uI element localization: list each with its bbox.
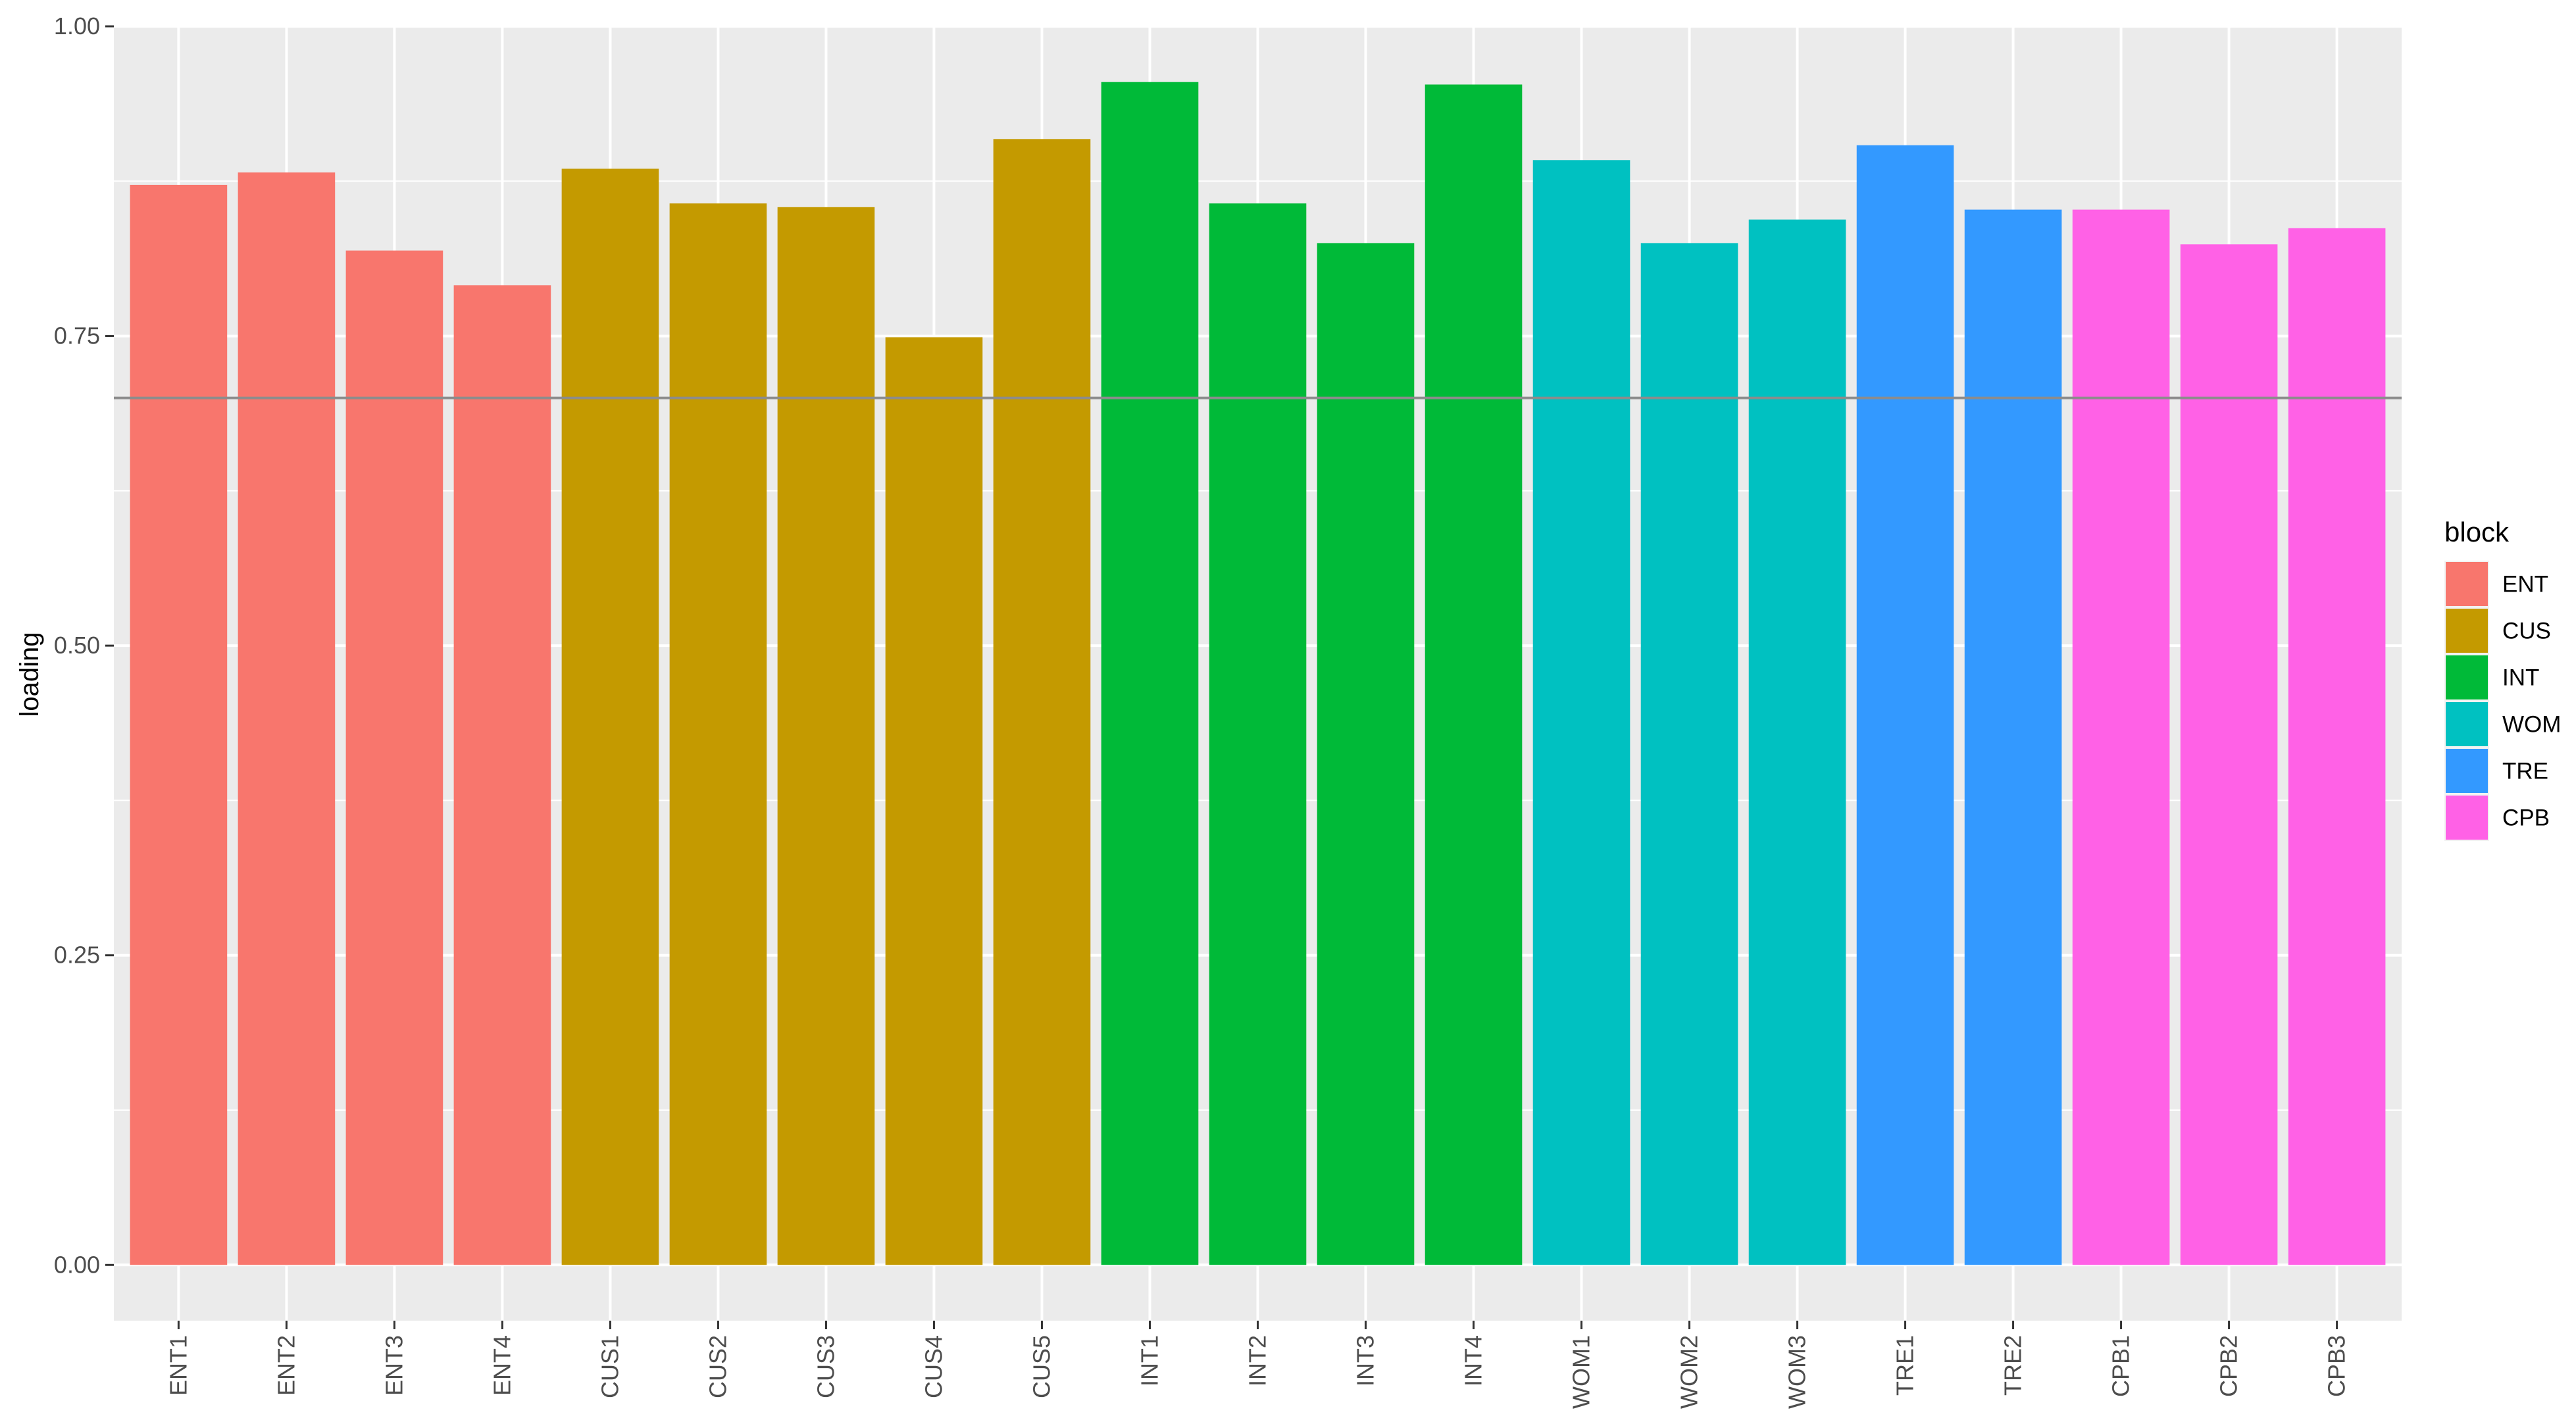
x-tick-label: CPB3 — [2323, 1335, 2350, 1397]
x-tick-label: ENT3 — [380, 1335, 407, 1396]
x-tick-label: CPB2 — [2215, 1335, 2242, 1397]
y-axis-title: loading — [15, 632, 44, 717]
bar-ent1 — [130, 184, 228, 1265]
x-tick-label: TRE2 — [2000, 1335, 2027, 1396]
bar-cpb1 — [2072, 209, 2170, 1265]
bar-int4 — [1425, 84, 1523, 1265]
legend-label-ent: ENT — [2502, 572, 2548, 597]
x-tick-label: CPB1 — [2108, 1335, 2134, 1397]
bar-ent2 — [238, 172, 336, 1265]
bar-cpb2 — [2180, 244, 2278, 1265]
legend-title: block — [2444, 517, 2510, 547]
bar-cus3 — [777, 207, 875, 1265]
bar-cus5 — [993, 139, 1091, 1265]
legend-swatch-ent — [2446, 562, 2488, 606]
y-tick-label: 0.75 — [54, 322, 100, 349]
x-tick-label: ENT2 — [272, 1335, 299, 1396]
legend-swatch-cpb — [2446, 796, 2488, 840]
y-tick-label: 0.50 — [54, 632, 100, 659]
bar-ent4 — [453, 285, 551, 1265]
legend-swatch-cus — [2446, 609, 2488, 653]
bar-cus4 — [885, 337, 983, 1265]
bar-cus2 — [669, 203, 767, 1265]
y-axis: 0.00 0.25 0.50 0.75 1.00 — [54, 13, 114, 1278]
bar-tre1 — [1856, 145, 1954, 1265]
bars — [130, 82, 2386, 1265]
bar-int3 — [1317, 243, 1415, 1265]
x-tick-label: INT4 — [1460, 1335, 1487, 1386]
bar-int2 — [1209, 203, 1307, 1265]
legend-label-wom: WOM — [2502, 712, 2561, 738]
y-tick-label: 1.00 — [54, 13, 100, 39]
bar-int1 — [1101, 82, 1199, 1265]
bar-ent3 — [345, 250, 443, 1265]
bar-cpb3 — [2288, 228, 2386, 1265]
legend-swatch-wom — [2446, 702, 2488, 746]
x-tick-label: WOM3 — [1784, 1335, 1811, 1409]
x-tick-label: CUS3 — [812, 1335, 839, 1398]
x-tick-label: INT2 — [1244, 1335, 1271, 1386]
bar-wom3 — [1748, 219, 1846, 1265]
x-tick-label: CUS4 — [920, 1335, 947, 1398]
bar-wom1 — [1532, 160, 1630, 1265]
legend-label-cpb: CPB — [2502, 805, 2550, 831]
x-tick-label: CUS1 — [596, 1335, 623, 1398]
x-tick-label: TRE1 — [1892, 1335, 1919, 1396]
x-tick-label: ENT4 — [488, 1335, 515, 1396]
x-tick-label: WOM2 — [1676, 1335, 1703, 1409]
x-tick-label: INT3 — [1352, 1335, 1379, 1386]
legend-swatch-int — [2446, 655, 2488, 699]
y-tick-label: 0.25 — [54, 942, 100, 969]
legend-swatch-tre — [2446, 749, 2488, 793]
x-axis: ENT1 ENT2 ENT3 ENT4 CUS1 CUS2 CUS3 CUS4 CUS5 INT1… — [164, 1321, 2350, 1409]
x-tick-label: CUS5 — [1028, 1335, 1055, 1398]
x-tick-label: INT1 — [1136, 1335, 1163, 1386]
bar-wom2 — [1640, 243, 1738, 1265]
y-tick-label: 0.00 — [54, 1251, 100, 1278]
x-tick-label: ENT1 — [164, 1335, 191, 1396]
bar-tre2 — [1964, 209, 2062, 1265]
legend: block ENT CUS INT WOM TRE CPB — [2444, 517, 2561, 841]
x-tick-label: WOM1 — [1568, 1335, 1595, 1409]
x-tick-label: CUS2 — [704, 1335, 731, 1398]
legend-label-int: INT — [2502, 665, 2539, 691]
bar-cus1 — [561, 168, 659, 1265]
legend-label-cus: CUS — [2502, 619, 2551, 644]
legend-label-tre: TRE — [2502, 759, 2548, 784]
